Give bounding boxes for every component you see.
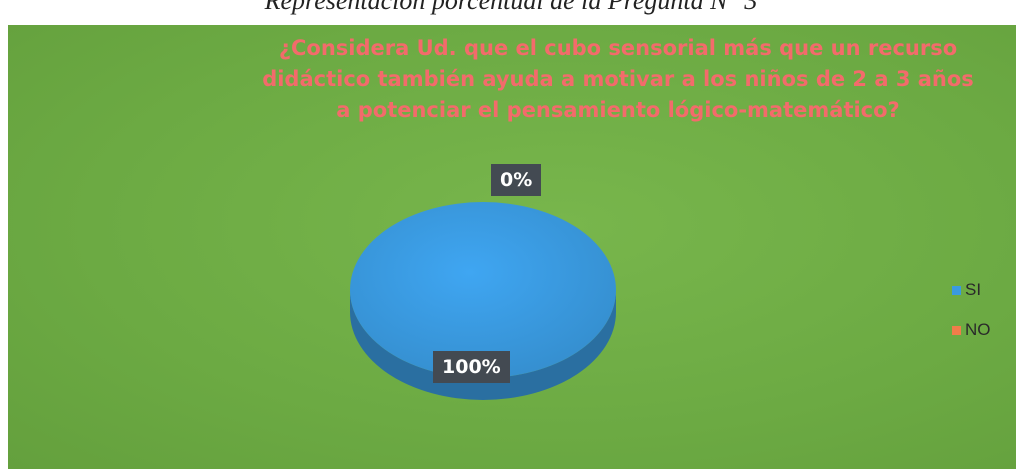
figure-caption: Representación porcentual de la Pregunta… bbox=[264, 0, 758, 15]
chart-title: ¿Considera Ud. que el cubo sensorial más… bbox=[218, 33, 1016, 126]
data-label-no: 0% bbox=[491, 164, 542, 196]
chart-title-line-2: didáctico también ayuda a motivar a los … bbox=[262, 67, 974, 91]
legend-swatch-si bbox=[952, 285, 961, 295]
chart-title-line-1: ¿Considera Ud. que el cubo sensorial más… bbox=[278, 36, 958, 60]
chart-title-line-3: a potenciar el pensamiento lógico-matemá… bbox=[336, 98, 900, 122]
legend-label-no: NO bbox=[965, 320, 991, 339]
data-label-si: 100% bbox=[433, 351, 510, 383]
legend: SI NO bbox=[952, 277, 991, 357]
pie-chart bbox=[350, 202, 616, 400]
chart-area: ¿Considera Ud. que el cubo sensorial más… bbox=[8, 25, 1016, 469]
pie-slice-side-si bbox=[350, 290, 616, 400]
legend-label-si: SI bbox=[965, 280, 982, 299]
legend-item-no: NO bbox=[952, 317, 991, 343]
legend-swatch-no bbox=[952, 325, 961, 335]
legend-item-si: SI bbox=[952, 277, 991, 303]
pie-slice-si bbox=[350, 202, 616, 378]
